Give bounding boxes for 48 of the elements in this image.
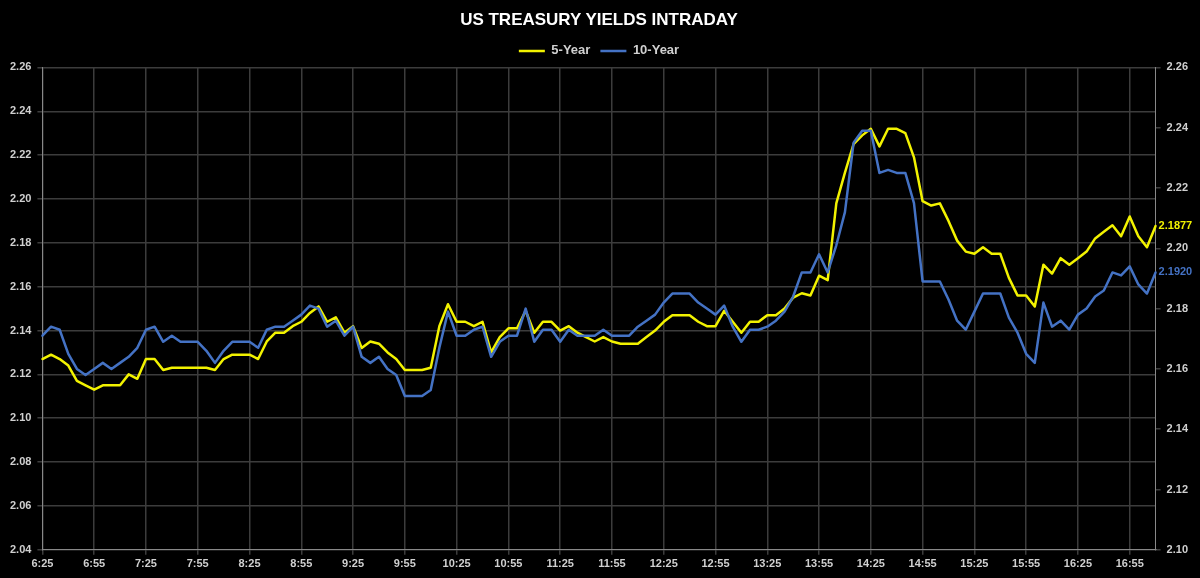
x-tick-label: 6:55	[83, 557, 106, 570]
x-tick-label: 6:25	[31, 557, 54, 570]
x-tick-label: 9:55	[393, 557, 416, 570]
legend-label: 10-Year	[632, 42, 680, 58]
y-tick-label: 2.04	[9, 542, 33, 555]
y-tick-label: 2.24	[9, 104, 33, 117]
x-tick-label: 16:55	[1115, 557, 1144, 570]
x-tick-label: 16:25	[1063, 557, 1092, 570]
y-tick-label: 2.12	[9, 367, 32, 380]
x-tick-label: 15:55	[1012, 557, 1041, 570]
y-tick-label: 2.14	[9, 323, 33, 336]
y2-tick-label: 2.18	[1166, 301, 1189, 314]
x-tick-label: 7:55	[186, 557, 209, 570]
y-tick-label: 2.08	[9, 455, 32, 468]
y-tick-label: 2.22	[9, 148, 32, 161]
y2-tick-label: 2.20	[1166, 241, 1189, 254]
y-tick-label: 2.20	[9, 191, 32, 204]
legend-label: 5-Year	[551, 42, 591, 58]
x-tick-label: 11:55	[598, 557, 626, 570]
y-tick-label: 2.10	[9, 411, 32, 424]
x-tick-label: 11:25	[546, 557, 574, 570]
x-tick-label: 12:55	[701, 557, 730, 570]
x-tick-label: 8:55	[290, 557, 313, 570]
x-tick-label: 10:25	[442, 557, 471, 570]
y-tick-label: 2.06	[9, 498, 32, 511]
chart-title: US TREASURY YIELDS INTRADAY	[460, 9, 739, 29]
y2-tick-label: 2.22	[1166, 181, 1189, 194]
y2-tick-label: 2.14	[1166, 422, 1189, 435]
x-tick-label: 12:25	[649, 557, 678, 570]
y-tick-label: 2.16	[9, 279, 32, 292]
text: 2.1877	[1158, 218, 1193, 231]
y2-tick-label: 2.26	[1166, 60, 1189, 73]
y2-tick-label: 2.10	[1166, 542, 1189, 555]
x-tick-label: 10:55	[494, 557, 523, 570]
x-tick-label: 9:25	[342, 557, 365, 570]
y2-tick-label: 2.12	[1166, 482, 1189, 495]
x-tick-label: 15:25	[960, 557, 989, 570]
y2-tick-label: 2.24	[1166, 120, 1189, 133]
x-tick-label: 8:25	[238, 557, 261, 570]
text: 2.1920	[1158, 265, 1193, 278]
x-tick-label: 13:25	[753, 557, 782, 570]
x-tick-label: 14:25	[856, 557, 885, 570]
y2-tick-label: 2.16	[1166, 361, 1189, 374]
x-tick-label: 13:55	[804, 557, 834, 570]
x-tick-label: 7:25	[134, 557, 157, 570]
x-tick-label: 14:55	[908, 557, 937, 570]
y-tick-label: 2.26	[9, 60, 32, 73]
y-tick-label: 2.18	[9, 235, 32, 248]
